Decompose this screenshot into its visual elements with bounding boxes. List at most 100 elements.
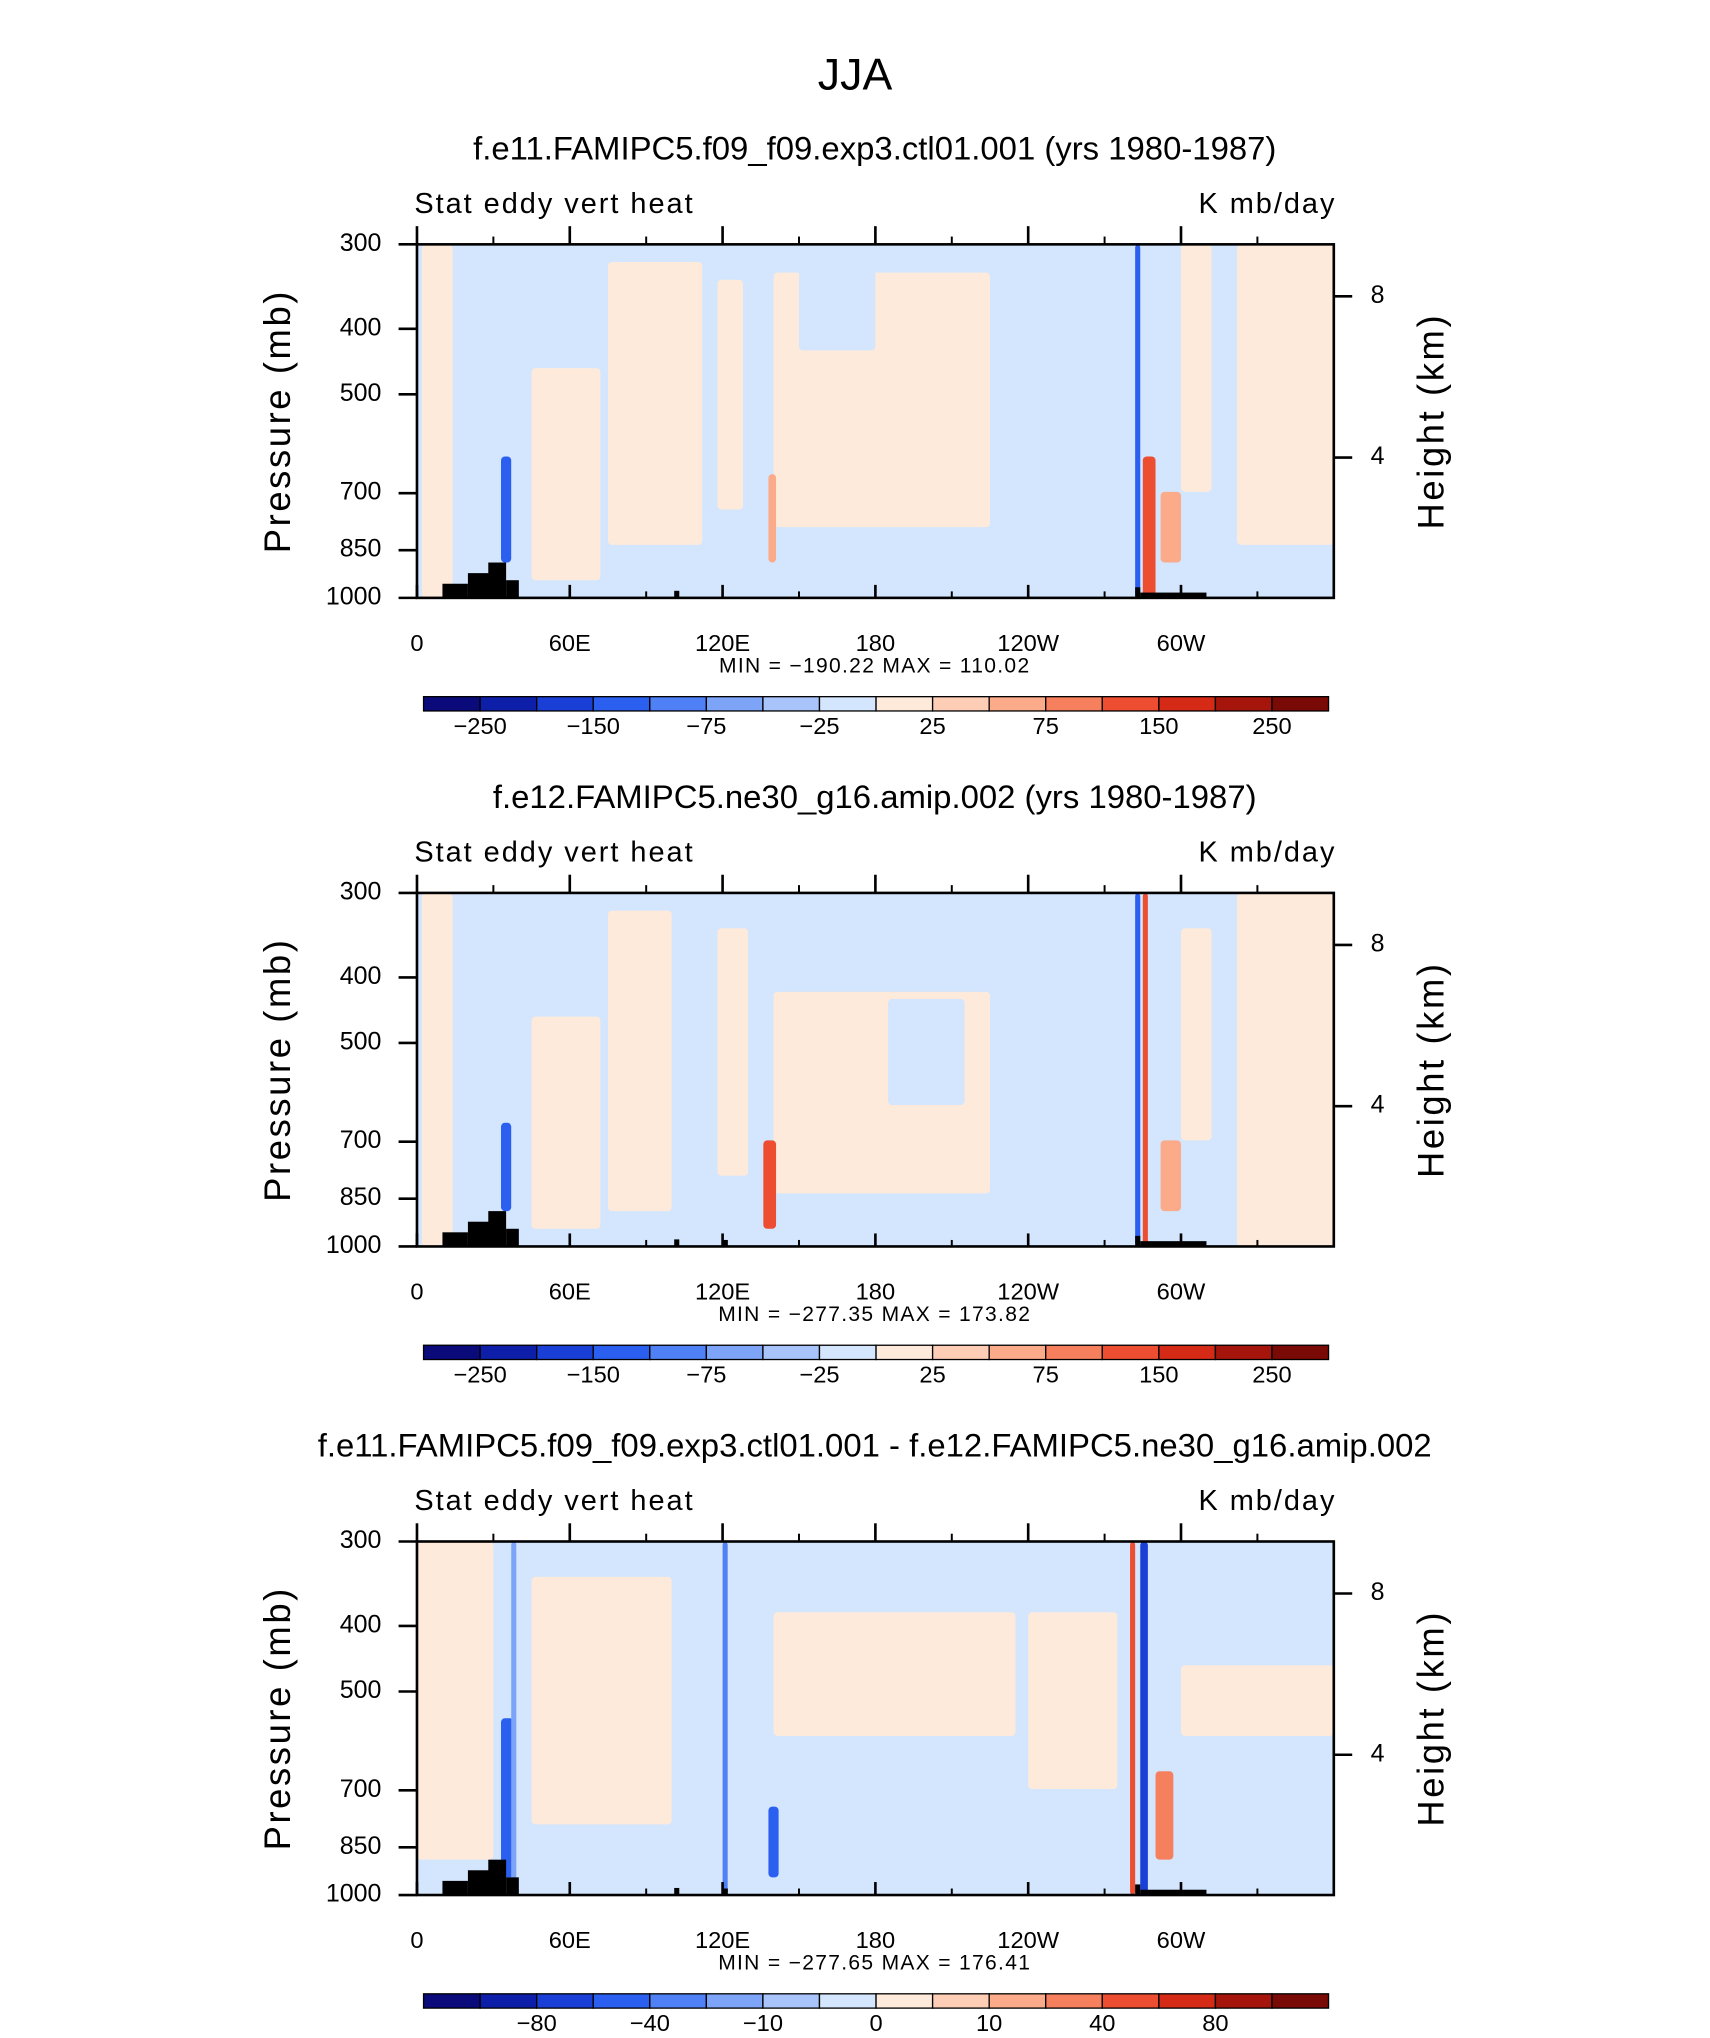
field-shading	[422, 892, 453, 1247]
left-label: Stat eddy vert heat	[414, 837, 694, 869]
panel: f.e12.FAMIPC5.ne30_g16.amip.002 (yrs 198…	[257, 778, 1452, 1387]
topography	[1140, 1241, 1207, 1247]
right-label: K mb/day	[1198, 837, 1336, 869]
y-tick-label: 1000	[326, 1881, 382, 1908]
colorbar-box	[931, 696, 990, 712]
colorbar-box	[536, 696, 594, 712]
field-shading	[1135, 892, 1141, 1247]
field-shading	[722, 1541, 728, 1896]
colorbar-box	[479, 1993, 538, 2009]
field-shading	[607, 910, 672, 1212]
field-shading	[717, 928, 749, 1176]
colorbar-box	[1214, 696, 1273, 712]
colorbar-box	[1271, 696, 1330, 712]
y-tick-label: 850	[340, 536, 382, 563]
y-tick-label: 400	[340, 963, 382, 990]
colorbar-label: −150	[567, 713, 620, 739]
field-shading	[1140, 1541, 1148, 1896]
field-shading	[1160, 491, 1181, 563]
field-shading	[416, 1541, 494, 1860]
topography	[722, 1239, 728, 1247]
colorbar-label: −250	[453, 713, 506, 739]
colorbar-label: 250	[1252, 1362, 1291, 1388]
topography	[1135, 1884, 1141, 1896]
colorbar-box	[479, 1344, 538, 1361]
x-tick-label: 120E	[695, 1927, 750, 1953]
colorbar-box	[875, 1344, 934, 1361]
panel: f.e11.FAMIPC5.f09_f09.exp3.ctl01.001 (yr…	[257, 130, 1452, 739]
y-tick-label: 300	[340, 230, 382, 257]
field-shading	[768, 474, 777, 563]
y-tick-label: 850	[340, 1833, 382, 1860]
colorbar-label: 75	[1033, 713, 1059, 739]
colorbar-box	[1158, 1993, 1217, 2009]
field-shading	[773, 1612, 1016, 1736]
colorbar-label: 10	[976, 2010, 1002, 2036]
x-tick-label: 60W	[1157, 630, 1206, 656]
right-label: K mb/day	[1198, 188, 1336, 220]
colorbar-label: −75	[686, 1362, 726, 1388]
colorbar-box	[705, 1344, 764, 1361]
x-tick-label: 60W	[1157, 1279, 1206, 1305]
left-label: Stat eddy vert heat	[414, 188, 694, 220]
y-tick-label: 500	[340, 1677, 382, 1704]
topography	[506, 1228, 519, 1247]
field-shading	[501, 456, 512, 563]
colorbar-box	[1101, 1344, 1160, 1361]
min-max-stats: MIN = −277.65 MAX = 176.41	[718, 1952, 1031, 1975]
colorbar-box	[931, 1993, 990, 2009]
colorbar-label: −10	[743, 2010, 783, 2036]
colorbar-box	[536, 1993, 594, 2009]
x-tick-label: 120E	[695, 630, 750, 656]
field-shading	[1180, 928, 1212, 1141]
field-shading	[1142, 892, 1148, 1247]
field-shading	[501, 1122, 512, 1212]
colorbar-box	[422, 696, 481, 712]
field-shading	[1130, 1541, 1136, 1896]
colorbar-box	[875, 1993, 934, 2009]
colorbar-box	[762, 1993, 821, 2009]
x-tick-label: 0	[410, 1279, 423, 1305]
left-label: Stat eddy vert heat	[414, 1485, 694, 1517]
x-tick-label: 60E	[549, 630, 591, 656]
colorbar-label: 25	[919, 1362, 945, 1388]
colorbar-label: −25	[799, 1362, 839, 1388]
field-shading	[768, 1806, 779, 1878]
colorbar-box	[762, 1344, 821, 1361]
colorbar-box	[988, 696, 1047, 712]
topography	[488, 1859, 507, 1896]
colorbar-box	[592, 1344, 651, 1361]
colorbar-label: 40	[1089, 2010, 1115, 2036]
field-shading	[422, 244, 453, 598]
colorbar-label: 0	[869, 2010, 882, 2036]
colorbar-box	[1101, 1993, 1160, 2009]
colorbar-box	[818, 1993, 877, 2009]
y-tick-label: 500	[340, 380, 382, 407]
colorbar-box	[1045, 1993, 1103, 2009]
colorbar-box	[705, 696, 764, 712]
colorbar-box	[705, 1993, 764, 2009]
topography	[674, 1887, 680, 1896]
x-tick-label: 180	[856, 1927, 895, 1953]
colorbar-label: 150	[1139, 713, 1178, 739]
colorbar-box	[1101, 696, 1160, 712]
field-shading	[1160, 1140, 1181, 1212]
topography	[506, 580, 519, 598]
field-shading	[1028, 1612, 1118, 1789]
y2-tick-label: 4	[1371, 443, 1385, 470]
colorbar-label: −250	[453, 1362, 506, 1388]
x-tick-label: 120W	[997, 1927, 1060, 1953]
field-shading	[1180, 244, 1212, 492]
panel-title: f.e11.FAMIPC5.f09_f09.exp3.ctl01.001 (yr…	[473, 130, 1276, 167]
colorbar-box	[649, 696, 708, 712]
topography	[488, 562, 507, 598]
y-tick-label: 300	[340, 1527, 382, 1554]
y-axis-title: Pressure (mb)	[257, 1586, 298, 1850]
topography	[488, 1211, 507, 1247]
y2-axis-title: Height (km)	[1410, 961, 1451, 1178]
panel-title: f.e11.FAMIPC5.f09_f09.exp3.ctl01.001 - f…	[318, 1427, 1432, 1464]
x-tick-label: 0	[410, 630, 423, 656]
field-shading	[1180, 1665, 1334, 1736]
topography	[1135, 1235, 1141, 1247]
